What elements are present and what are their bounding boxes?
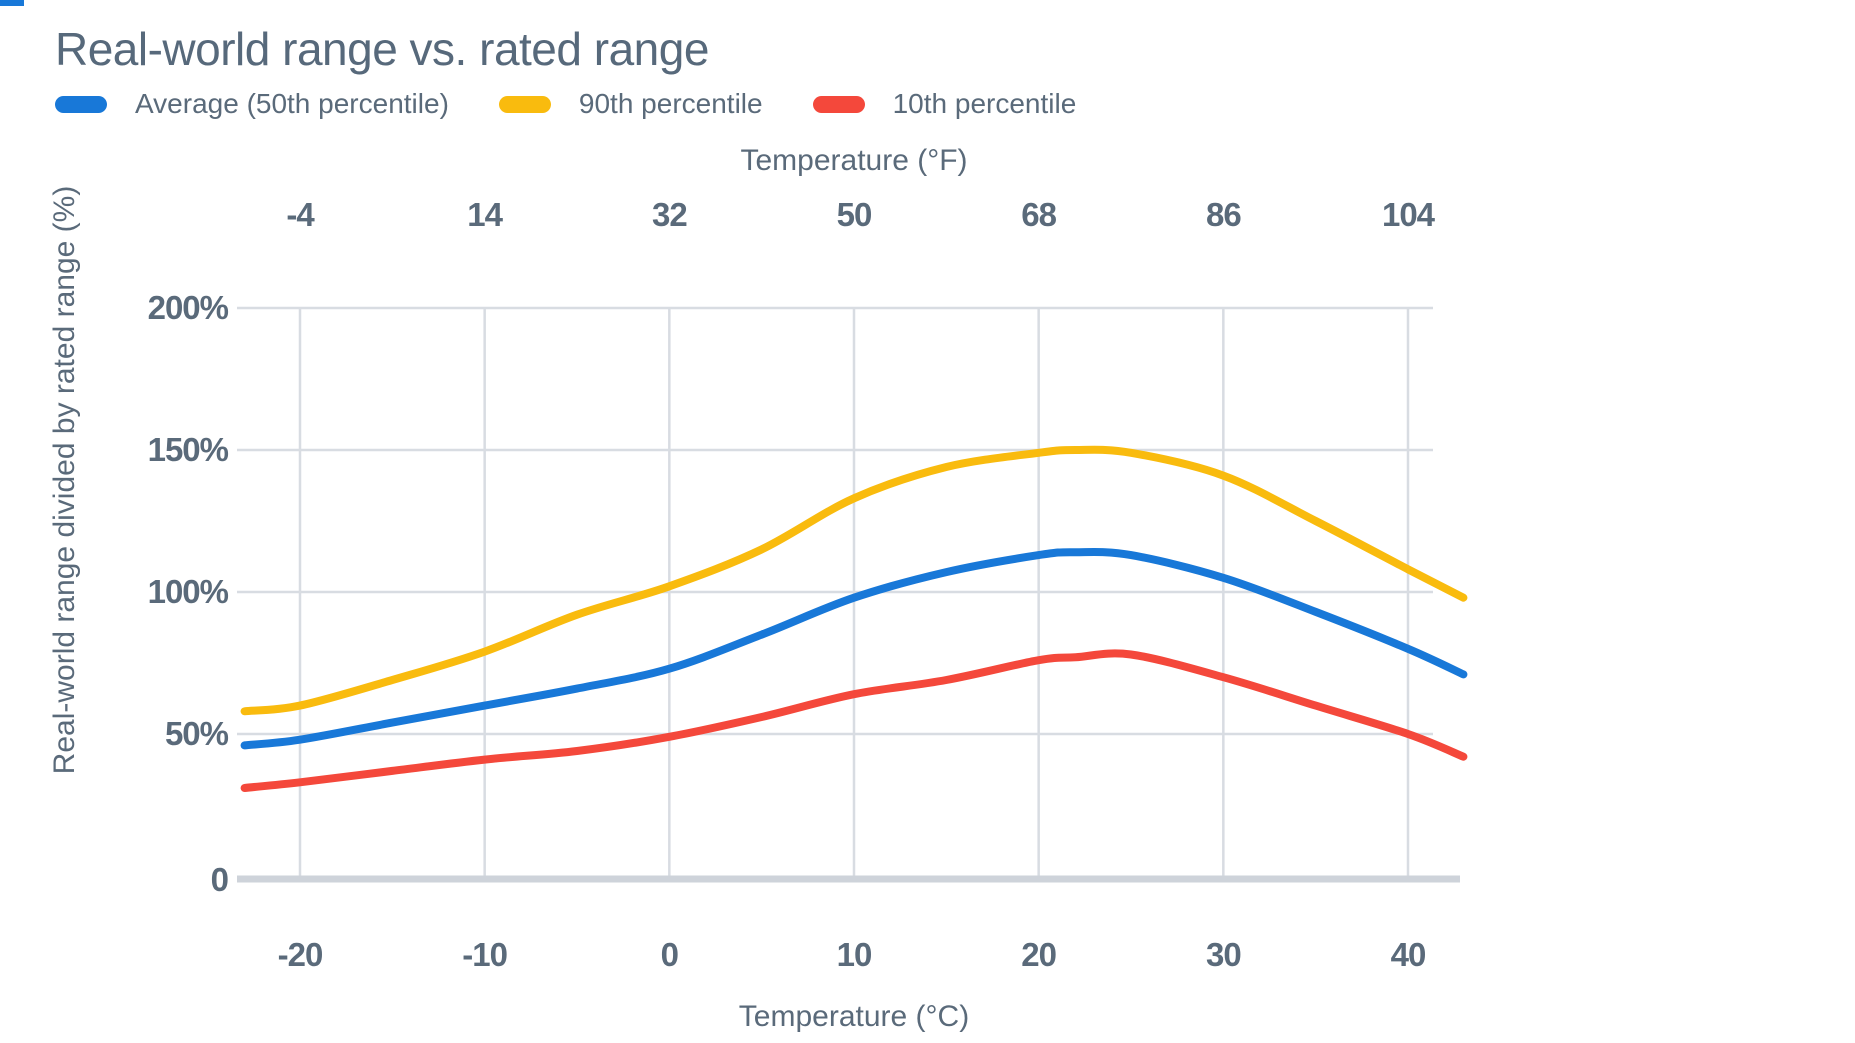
x-tick-fahrenheit-104: 104 <box>1381 196 1435 233</box>
x-tick-celsius-0: 0 <box>660 936 679 973</box>
series-line-90th-percentile <box>240 445 1468 716</box>
legend-label: 90th percentile <box>578 88 763 119</box>
legend-swatch-icon <box>498 95 551 113</box>
y-tick-50: 50% <box>164 715 229 752</box>
x-tick-celsius--20: -20 <box>277 936 324 973</box>
legend-swatch-icon <box>812 95 865 113</box>
y-tick-100: 100% <box>147 573 229 610</box>
chart-title: Real-world range vs. rated range <box>55 23 709 75</box>
x-tick-celsius--10: -10 <box>462 936 508 973</box>
x-tick-celsius-10: 10 <box>836 936 873 973</box>
legend-item-0: Average (50th percentile) <box>55 88 449 120</box>
x-tick-fahrenheit-68: 68 <box>1021 196 1057 233</box>
legend-swatch-icon <box>55 95 107 113</box>
x-tick-fahrenheit-50: 50 <box>836 196 873 233</box>
y-tick-0: 0 <box>210 861 229 898</box>
chart-legend: Average (50th percentile) 90th percentile… <box>55 88 1076 120</box>
x-tick-fahrenheit--4: -4 <box>286 196 314 233</box>
legend-label: Average (50th percentile) <box>135 88 449 119</box>
legend-label: 10th percentile <box>892 88 1077 119</box>
x-tick-celsius-20: 20 <box>1021 936 1057 973</box>
x-tick-fahrenheit-14: 14 <box>467 196 503 233</box>
legend-item-2: 10th percentile <box>812 88 1077 120</box>
x-tick-fahrenheit-86: 86 <box>1205 196 1242 233</box>
legend-item-1: 90th percentile <box>498 88 763 120</box>
x-axis-title-celsius: Temperature (°C) <box>738 1000 970 1033</box>
x-tick-celsius-40: 40 <box>1390 936 1427 973</box>
x-tick-celsius-30: 30 <box>1205 936 1242 973</box>
corner-accent-mark <box>0 0 24 6</box>
series-line-10th-percentile <box>240 649 1468 792</box>
series-line-average-50th-percentile- <box>240 547 1468 750</box>
x-axis-title-fahrenheit: Temperature (°F) <box>740 144 968 177</box>
y-tick-150: 150% <box>147 431 229 468</box>
y-tick-200: 200% <box>147 289 229 326</box>
x-tick-fahrenheit-32: 32 <box>651 196 688 233</box>
